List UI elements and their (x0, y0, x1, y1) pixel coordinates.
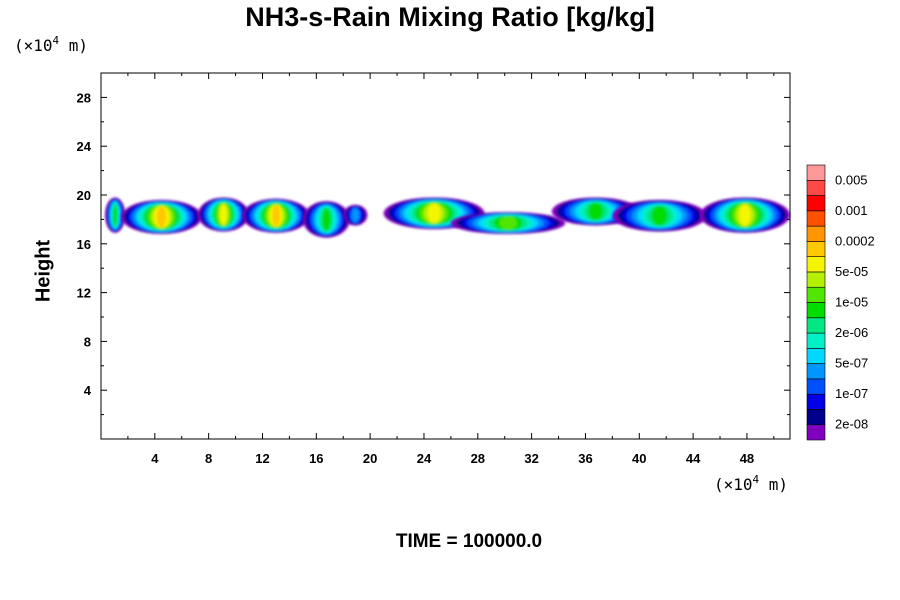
contour-blob (121, 199, 202, 235)
plot-frame (100, 72, 791, 440)
colorbar-swatch (806, 225, 826, 242)
y-tick-label: 8 (84, 334, 91, 349)
colorbar-label: 0.001 (835, 203, 868, 218)
colorbar-label: 5e-05 (835, 264, 868, 279)
x-tick-label: 48 (740, 451, 754, 466)
x-tick-label: 12 (255, 451, 269, 466)
colorbar: 2e-08 1e-07 5e-07 2e-06 1e-05 5e-05 0.0002 0.00… (806, 164, 875, 441)
colorbar-label: 5e-07 (835, 356, 868, 371)
contour-level (113, 204, 117, 227)
contour-level (427, 203, 441, 223)
colorbar-swatch (806, 348, 826, 364)
contour-blob (302, 201, 350, 238)
colorbar-swatch (806, 378, 826, 395)
y-tick-label: 28 (77, 90, 91, 105)
colorbar-swatch (806, 256, 826, 273)
contour-level (271, 205, 280, 227)
y-tick-label: 16 (77, 237, 91, 252)
contour-level (739, 204, 751, 226)
y-tick-label: 20 (77, 188, 91, 203)
x-unit-label: (×104 m) (714, 473, 788, 494)
contour-blob (242, 198, 310, 233)
time-label: TIME = 100000.0 (395, 531, 543, 552)
x-tick-label: 40 (632, 451, 646, 466)
y-unit-suffix: m) (59, 36, 89, 55)
colorbar-swatch (806, 332, 826, 349)
colorbar-swatch (806, 393, 826, 410)
colorbar-swatch (806, 424, 826, 441)
contour-level (220, 204, 227, 225)
x-unit-suffix: m) (759, 475, 789, 494)
contour-blob (197, 197, 250, 232)
colorbar-swatch (806, 317, 826, 334)
contour-field (105, 197, 790, 238)
colorbar-swatch (806, 409, 826, 426)
x-tick-label: 32 (524, 451, 538, 466)
x-tick-label: 28 (471, 451, 485, 466)
x-tick-label: 36 (578, 451, 592, 466)
colorbar-label: 2e-08 (835, 417, 868, 432)
y-unit-prefix: (×10 (14, 36, 53, 55)
contour-level (588, 202, 603, 221)
contour-level (156, 206, 167, 228)
contour-level (351, 208, 359, 223)
colorbar-label: 1e-07 (835, 386, 868, 401)
colorbar-label: 2e-06 (835, 325, 868, 340)
contour-blob (343, 204, 368, 226)
colorbar-swatch (806, 302, 826, 319)
x-tick-label: 44 (686, 451, 701, 466)
x-tick-label: 20 (363, 451, 377, 466)
contour-blob (612, 199, 707, 232)
colorbar-label: 0.0002 (835, 233, 875, 248)
colorbar-swatch (806, 164, 826, 181)
colorbar-swatch (806, 271, 826, 288)
colorbar-swatch (806, 286, 826, 303)
contour-level (322, 207, 331, 231)
contour-blob (699, 197, 790, 233)
colorbar-label: 1e-05 (835, 295, 868, 310)
y-tick-label: 12 (77, 286, 91, 301)
colorbar-swatch (806, 179, 826, 196)
contour-blob (105, 197, 126, 233)
chart-title: NH3-s-Rain Mixing Ratio [kg/kg] (245, 2, 655, 32)
x-tick-label: 24 (417, 451, 432, 466)
x-unit-prefix: (×10 (714, 475, 753, 494)
y-tick-label: 4 (84, 383, 92, 398)
x-unit-exp: 4 (752, 473, 760, 486)
contour-blob (450, 212, 566, 235)
x-tick-label: 16 (309, 451, 323, 466)
contour-level (499, 216, 517, 230)
colorbar-swatch (806, 210, 826, 227)
colorbar-swatch (806, 241, 826, 257)
colorbar-label: 0.005 (835, 172, 868, 187)
y-unit-exp: 4 (52, 34, 60, 47)
y-unit-label: (×104 m) (14, 34, 88, 55)
colorbar-swatch (806, 363, 826, 380)
x-tick-label: 4 (151, 451, 159, 466)
contour-level (651, 205, 668, 226)
y-tick-label: 24 (77, 139, 92, 154)
x-tick-label: 8 (205, 451, 212, 466)
colorbar-swatch (806, 195, 826, 212)
